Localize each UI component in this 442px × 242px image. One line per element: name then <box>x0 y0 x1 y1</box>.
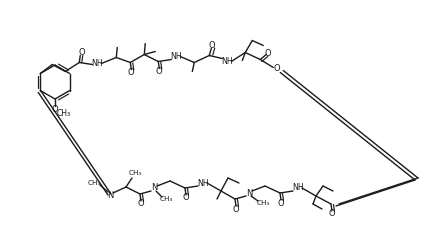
Text: NH: NH <box>91 59 103 68</box>
Text: NH: NH <box>197 179 209 188</box>
Text: NH: NH <box>171 52 182 61</box>
Text: CH₃: CH₃ <box>88 180 101 186</box>
Text: O: O <box>329 210 335 219</box>
Text: N: N <box>151 183 157 192</box>
Text: O: O <box>209 41 216 50</box>
Text: CH₃: CH₃ <box>128 170 142 176</box>
Text: O: O <box>183 194 189 203</box>
Text: N: N <box>246 189 252 197</box>
Text: NH: NH <box>221 57 233 66</box>
Text: O: O <box>138 199 144 209</box>
Text: O: O <box>128 68 135 77</box>
Text: O: O <box>79 48 86 57</box>
Text: CH₃: CH₃ <box>57 108 71 118</box>
Text: O: O <box>278 198 284 207</box>
Text: O: O <box>52 106 58 114</box>
Text: CH₃: CH₃ <box>256 200 270 206</box>
Text: O: O <box>156 67 163 76</box>
Text: CH₃: CH₃ <box>159 196 173 202</box>
Text: O: O <box>274 64 281 73</box>
Text: O: O <box>265 49 271 58</box>
Text: O: O <box>232 204 239 213</box>
Text: N: N <box>107 190 113 199</box>
Text: NH: NH <box>292 183 304 192</box>
